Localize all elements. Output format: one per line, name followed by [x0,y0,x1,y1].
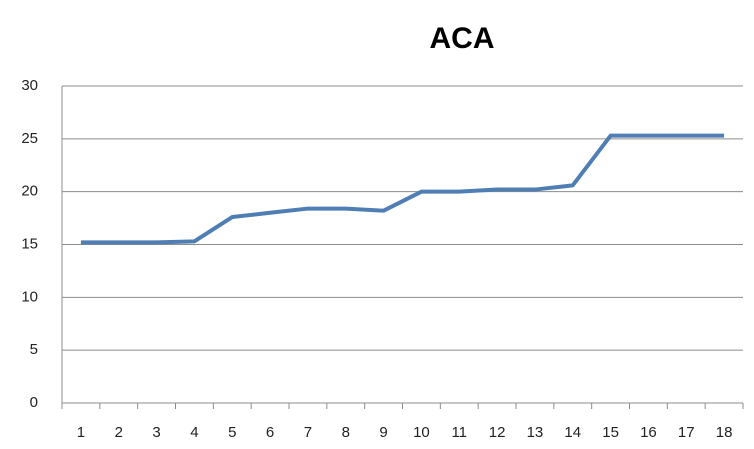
x-tick-label: 1 [77,424,85,441]
x-tick-label: 13 [527,424,544,441]
x-tick-label: 9 [379,424,387,441]
x-tick-label: 10 [413,424,430,441]
x-tick-label: 8 [342,424,350,441]
y-tick-label: 5 [30,341,38,358]
x-tick-label: 5 [228,424,236,441]
x-tick-label: 15 [602,424,619,441]
x-tick-label: 11 [451,424,467,441]
x-tick-label: 3 [152,424,160,441]
y-tick-label: 15 [21,235,38,252]
x-tick-label: 4 [190,424,198,441]
y-tick-label: 20 [21,183,38,200]
x-tick-label: 12 [489,424,506,441]
x-tick-label: 14 [564,424,581,441]
x-tick-label: 2 [115,424,123,441]
y-tick-label: 30 [21,77,38,94]
x-tick-label: 6 [266,424,274,441]
chart-title: ACA [430,22,495,55]
x-tick-label: 7 [304,424,312,441]
y-tick-label: 10 [21,288,38,305]
x-tick-label: 18 [716,424,733,441]
x-tick-label: 16 [640,424,657,441]
x-tick-label: 17 [678,424,695,441]
y-tick-label: 0 [30,394,38,411]
y-tick-label: 25 [21,130,38,147]
line-series [80,133,725,245]
